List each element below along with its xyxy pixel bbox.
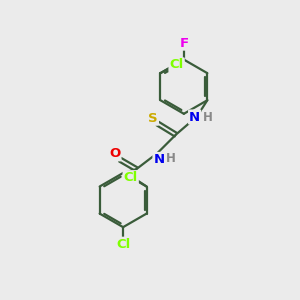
Text: Cl: Cl bbox=[124, 171, 138, 184]
Text: N: N bbox=[189, 110, 200, 124]
Text: Cl: Cl bbox=[169, 58, 184, 71]
Text: F: F bbox=[179, 37, 188, 50]
Text: H: H bbox=[203, 110, 213, 124]
Text: O: O bbox=[109, 147, 121, 160]
Text: S: S bbox=[148, 112, 158, 125]
Text: Cl: Cl bbox=[116, 238, 130, 251]
Text: N: N bbox=[154, 153, 165, 166]
Text: H: H bbox=[166, 152, 176, 165]
